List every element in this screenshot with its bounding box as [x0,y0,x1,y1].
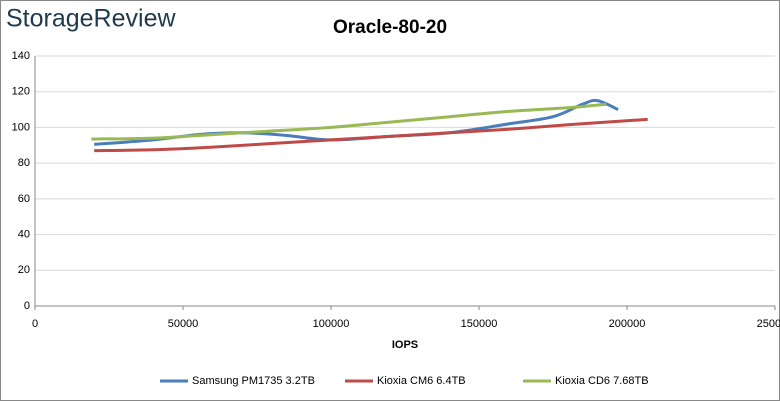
legend-label: Samsung PM1735 3.2TB [192,375,315,387]
legend-label: Kioxia CM6 6.4TB [377,375,466,387]
chart-title: Oracle-80-20 [333,17,447,38]
y-tick-label: 0 [24,300,30,312]
x-tick-label: 0 [32,318,38,330]
x-tick-label: 50000 [168,318,199,330]
y-tick-label: 120 [12,86,30,98]
y-tick-label: 60 [18,193,30,205]
x-tick-label: 250000 [757,318,780,330]
y-tick-label: 80 [18,157,30,169]
y-tick-label: 100 [12,121,30,133]
y-tick-label: 140 [12,50,30,62]
x-tick-label: 200000 [609,318,646,330]
x-tick-label: 150000 [461,318,498,330]
y-tick-label: 20 [18,264,30,276]
legend-label: Kioxia CD6 7.68TB [555,375,649,387]
series-line [91,102,607,141]
y-tick-label: 40 [18,228,30,240]
x-axis-label: IOPS [392,339,418,351]
x-tick-label: 100000 [313,318,350,330]
series-line [94,117,648,153]
brand-logo: StorageReview [6,5,176,33]
